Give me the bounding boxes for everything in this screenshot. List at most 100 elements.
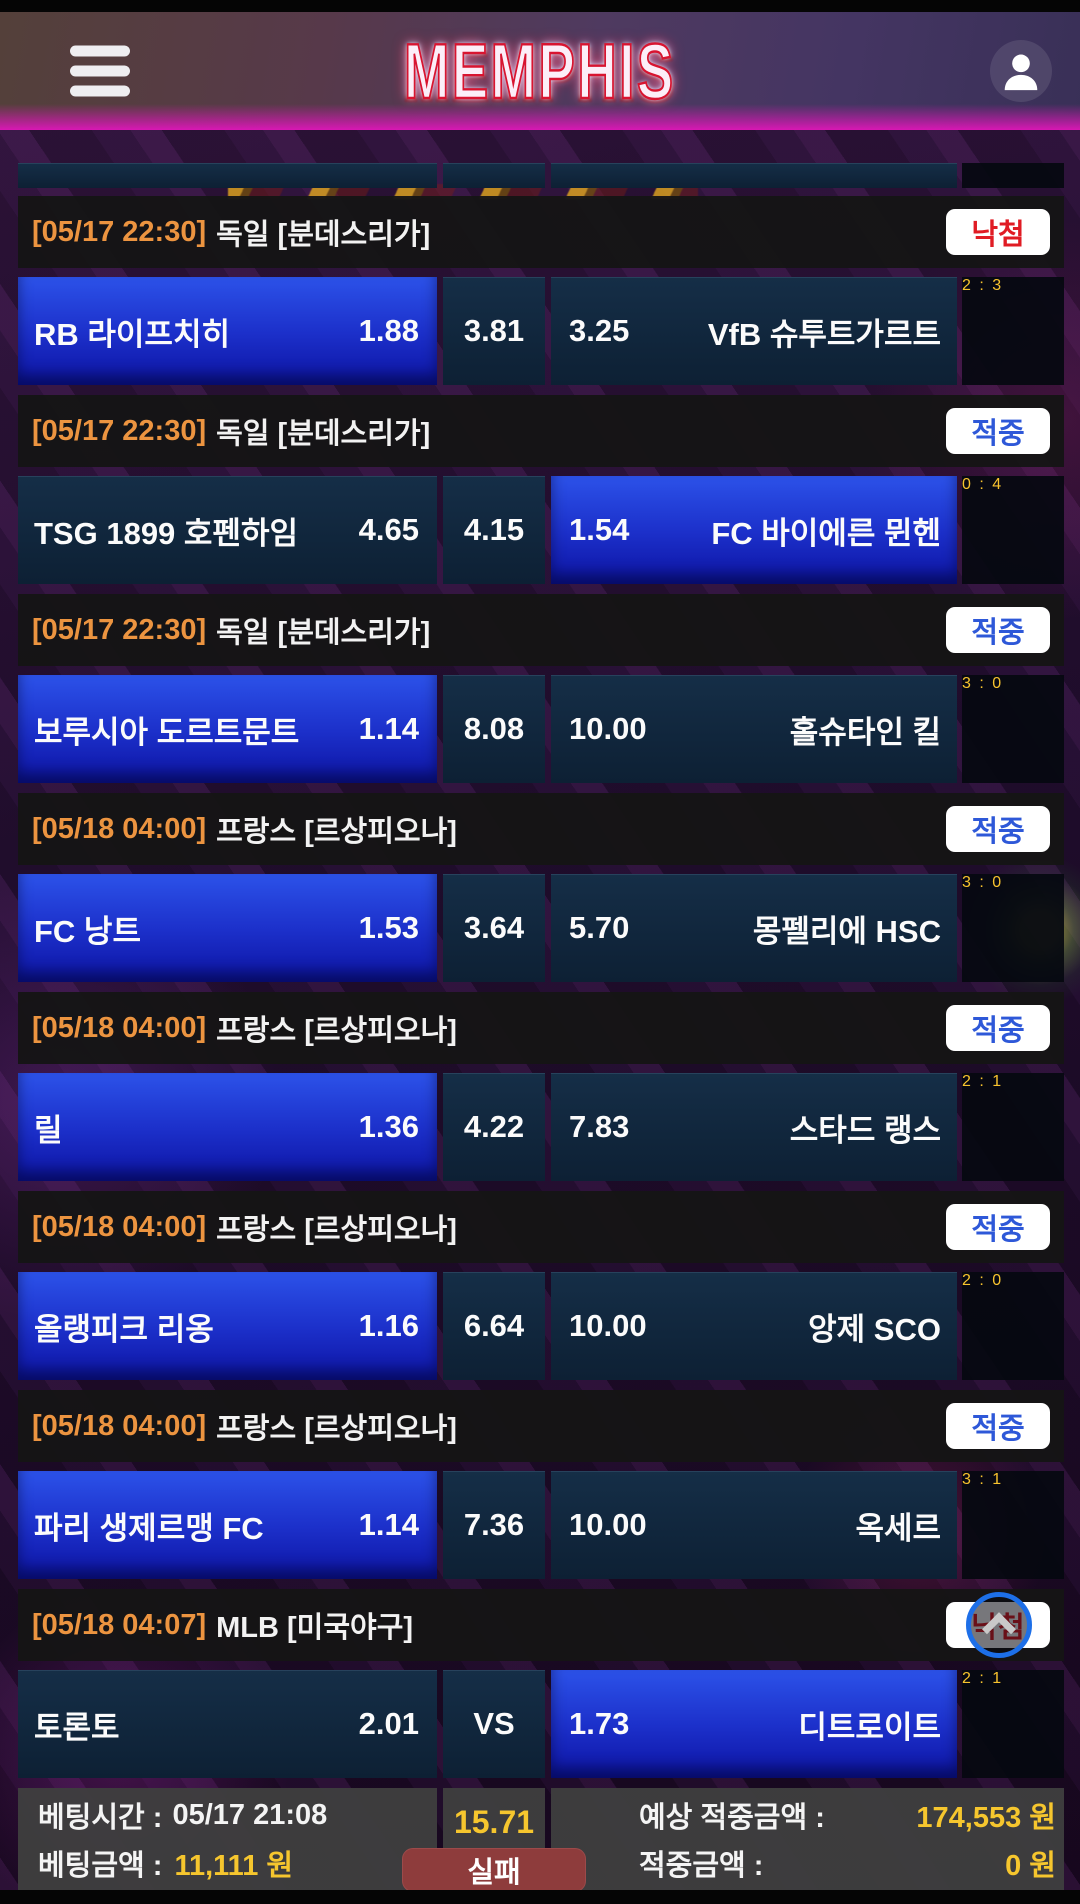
match-header-row: [05/18 04:00] 프랑스 [르상피오나] 적중: [18, 793, 1064, 865]
match-datetime: [05/18 04:07]: [32, 1608, 207, 1641]
match-datetime: [05/18 04:00]: [32, 1210, 207, 1243]
draw-odds: 4.22: [463, 1109, 525, 1144]
away-odds-cell: 10.00 옥세르: [551, 1471, 957, 1579]
score-cell: 0 : 4: [962, 476, 1064, 584]
draw-odds: 4.15: [463, 512, 525, 547]
away-team-name: 옥세르: [855, 1510, 941, 1546]
home-team-name: 보루시아 도르트문트: [34, 714, 300, 750]
match-groups: [05/17 22:30] 독일 [분데스리가] 낙첨 RB 라이프치히 1.8…: [18, 196, 1064, 1778]
away-team-name: 홀슈타인 킬: [789, 714, 941, 750]
bet-result-chip: 실패: [402, 1848, 586, 1892]
home-team-name: RB 라이프치히: [34, 316, 230, 352]
match-row: 파리 생제르맹 FC 1.14 7.36 10.00 옥세르 3 : 1: [18, 1471, 1064, 1579]
away-team-name: 몽펠리에 HSC: [752, 913, 941, 949]
home-odds-cell: 토론토 2.01: [18, 1670, 437, 1778]
home-odds: 1.36: [358, 1109, 419, 1144]
bottom-bar-strip: [0, 1890, 1080, 1904]
match-league: 프랑스 [르상피오나]: [216, 816, 457, 848]
match-header-row: [05/17 22:30] 독일 [분데스리가] 낙첨: [18, 196, 1064, 268]
profile-icon[interactable]: [990, 40, 1052, 102]
away-team-name: FC 바이에른 뮌헨: [711, 515, 941, 551]
match-datetime: [05/17 22:30]: [32, 414, 207, 447]
score-cell: 3 : 0: [962, 874, 1064, 982]
site-logo[interactable]: MEMPHIS: [403, 26, 676, 116]
match-header-row: [05/18 04:00] 프랑스 [르상피오나] 적중: [18, 992, 1064, 1064]
away-odds-cell: 1.73 디트로이트: [551, 1670, 957, 1778]
away-odds: 10.00: [569, 1308, 647, 1343]
draw-odds: 7.36: [463, 1507, 525, 1542]
result-badge: 낙첨: [946, 209, 1050, 255]
home-team-name: 파리 생제르맹 FC: [34, 1510, 264, 1546]
home-odds: 1.14: [358, 1507, 419, 1542]
home-team-name: 릴: [34, 1112, 63, 1148]
home-odds-cell: RB 라이프치히 1.88: [18, 277, 437, 385]
home-odds: 1.14: [358, 711, 419, 746]
draw-odds-cell: 4.15: [443, 476, 545, 584]
match-row: RB 라이프치히 1.88 3.81 3.25 VfB 슈투트가르트 2 : 3: [18, 277, 1064, 385]
match-league: MLB [미국야구]: [216, 1612, 414, 1644]
bet-amount-label: 베팅금액 :: [38, 1850, 163, 1882]
app-header: MEMPHIS: [0, 12, 1080, 130]
away-odds: 10.00: [569, 1507, 647, 1542]
away-odds-cell: 10.00 홀슈타인 킬: [551, 675, 957, 783]
result-badge: 적중: [946, 1204, 1050, 1250]
draw-odds-cell: 3.81: [443, 277, 545, 385]
result-badge: 적중: [946, 806, 1050, 852]
away-odds: 1.73: [569, 1706, 630, 1741]
home-odds-cell: TSG 1899 호펜하임 4.65: [18, 476, 437, 584]
result-badge: 적중: [946, 1403, 1050, 1449]
match-league: 독일 [분데스리가]: [216, 219, 431, 251]
score-cell: 2 : 3: [962, 277, 1064, 385]
away-odds-cell: 5.70 몽펠리에 HSC: [551, 874, 957, 982]
match-row: FC 낭트 1.53 3.64 5.70 몽펠리에 HSC 3 : 0: [18, 874, 1064, 982]
home-team-name: 토론토: [34, 1709, 120, 1745]
home-odds: 1.88: [358, 313, 419, 348]
draw-odds: 3.64: [463, 910, 525, 945]
total-odds-value: 15.71: [453, 1804, 535, 1840]
home-odds: 1.53: [358, 910, 419, 945]
match-row: 릴 1.36 4.22 7.83 스타드 랭스 2 : 1: [18, 1073, 1064, 1181]
home-team-name: 올랭피크 리옹: [34, 1311, 214, 1347]
match-row: 올랭피크 리옹 1.16 6.64 10.00 앙제 SCO 2 : 0: [18, 1272, 1064, 1380]
match-header-row: [05/18 04:07] MLB [미국야구] 낙첨: [18, 1589, 1064, 1661]
home-team-name: FC 낭트: [34, 913, 141, 949]
match-header-row: [05/17 22:30] 독일 [분데스리가] 적중: [18, 594, 1064, 666]
home-odds-cell: FC 낭트 1.53: [18, 874, 437, 982]
match-datetime: [05/17 22:30]: [32, 613, 207, 646]
score-cell: 2 : 1: [962, 1670, 1064, 1778]
menu-icon[interactable]: [70, 45, 130, 97]
draw-odds-cell: 8.08: [443, 675, 545, 783]
score-cell: 3 : 1: [962, 1471, 1064, 1579]
away-odds-cell: 7.83 스타드 랭스: [551, 1073, 957, 1181]
total-odds-panel: 15.71 실패: [402, 1788, 586, 1892]
status-bar-strip: [0, 0, 1080, 12]
match-row: 토론토 2.01 VS 1.73 디트로이트 2 : 1: [18, 1670, 1064, 1778]
match-header-row: [05/18 04:00] 프랑스 [르상피오나] 적중: [18, 1390, 1064, 1462]
draw-odds: VS: [473, 1706, 515, 1741]
match-league: 프랑스 [르상피오나]: [216, 1214, 457, 1246]
bet-time-label: 베팅시간 :: [38, 1802, 163, 1834]
match-header-row: [05/17 22:30] 독일 [분데스리가] 적중: [18, 395, 1064, 467]
match-league: 독일 [분데스리가]: [216, 617, 431, 649]
draw-odds-cell: 4.22: [443, 1073, 545, 1181]
match-league: 프랑스 [르상피오나]: [216, 1413, 457, 1445]
match-datetime: [05/18 04:00]: [32, 1409, 207, 1442]
match-datetime: [05/18 04:00]: [32, 1011, 207, 1044]
away-odds-cell: 1.54 FC 바이에른 뮌헨: [551, 476, 957, 584]
score-cell: 2 : 0: [962, 1272, 1064, 1380]
scroll-to-top-button[interactable]: [966, 1592, 1032, 1658]
home-odds-cell: 릴 1.36: [18, 1073, 437, 1181]
home-team-name: TSG 1899 호펜하임: [34, 515, 298, 551]
away-odds: 1.54: [569, 512, 630, 547]
result-badge: 적중: [946, 408, 1050, 454]
draw-odds: 6.64: [463, 1308, 525, 1343]
away-team-name: 스타드 랭스: [789, 1112, 941, 1148]
away-team-name: 앙제 SCO: [808, 1311, 941, 1347]
score-cell: 3 : 0: [962, 675, 1064, 783]
match-row: 보루시아 도르트문트 1.14 8.08 10.00 홀슈타인 킬 3 : 0: [18, 675, 1064, 783]
hit-payout-value: 0 원: [1005, 1850, 1056, 1882]
draw-odds-cell: 7.36: [443, 1471, 545, 1579]
draw-odds-cell: 3.64: [443, 874, 545, 982]
away-odds: 7.83: [569, 1109, 630, 1144]
match-league: 프랑스 [르상피오나]: [216, 1015, 457, 1047]
